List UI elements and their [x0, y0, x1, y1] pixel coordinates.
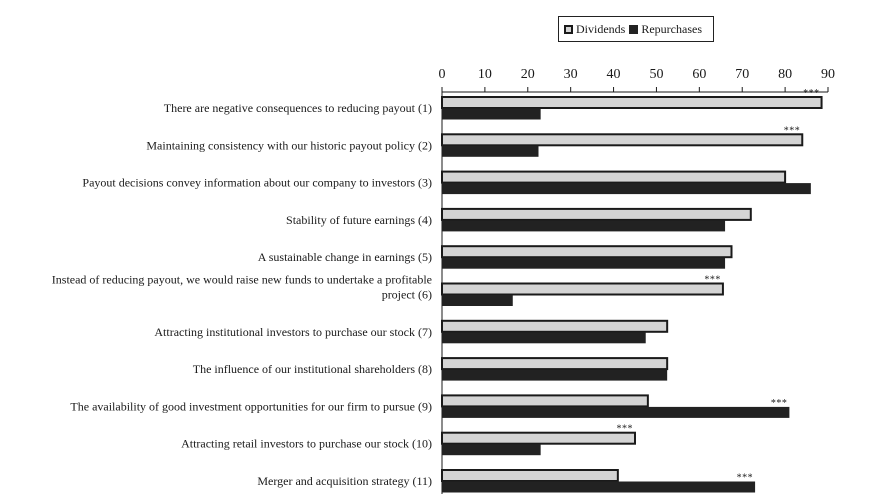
- bar-repurchases: [442, 220, 726, 232]
- category-label: Merger and acquisition strategy (11): [257, 474, 432, 488]
- bar-dividends: [441, 170, 787, 184]
- bar-repurchases: [442, 332, 646, 344]
- x-tick-label: 90: [821, 67, 835, 82]
- bar-dividends: [441, 431, 636, 445]
- bar-repurchases: [442, 145, 539, 157]
- bar-repurchases: [442, 406, 790, 418]
- bar-dividends: [441, 133, 804, 147]
- bar-dividends: [441, 207, 752, 221]
- category-label: project (6): [382, 288, 432, 302]
- significance-marker: ***: [771, 398, 788, 409]
- category-label: The influence of our institutional share…: [193, 362, 432, 376]
- x-tick-label: 30: [564, 67, 578, 82]
- legend-swatch-repurchases: [629, 24, 639, 34]
- bar-repurchases: [442, 257, 726, 269]
- legend-swatch-dividends: [564, 24, 573, 34]
- legend-item-dividends: Dividends: [564, 22, 625, 37]
- x-tick-label: 10: [478, 67, 492, 82]
- bars: *** *** *** *** *** ***: [441, 88, 823, 493]
- legend-item-repurchases: Repurchases: [629, 22, 702, 37]
- bar-repurchases: [442, 369, 668, 381]
- bar-repurchases: [442, 444, 541, 456]
- x-tick-label: 70: [735, 67, 749, 82]
- legend-label-repurchases: Repurchases: [641, 21, 702, 36]
- x-tick-label: 50: [649, 67, 663, 82]
- legend: Dividends Repurchases: [558, 16, 714, 42]
- category-label: Stability of future earnings (4): [286, 213, 432, 227]
- significance-marker: ***: [784, 125, 801, 136]
- category-label: Attracting retail investors to purchase …: [181, 437, 432, 451]
- x-tick-label: 40: [607, 67, 621, 82]
- category-label: A sustainable change in earnings (5): [258, 250, 432, 264]
- bar-repurchases: [442, 183, 811, 195]
- x-tick-label: 60: [692, 67, 706, 82]
- legend-label-dividends: Dividends: [576, 21, 626, 36]
- x-tick-label: 0: [439, 67, 446, 82]
- category-labels: There are negative consequences to reduc…: [52, 101, 432, 488]
- category-label: Attracting institutional investors to pu…: [154, 325, 432, 339]
- bar-dividends: [441, 319, 669, 333]
- significance-marker: ***: [704, 275, 721, 286]
- significance-marker: ***: [617, 424, 634, 435]
- bar-dividends: [441, 96, 823, 109]
- bar-dividends: [441, 357, 669, 371]
- category-label: Maintaining consistency with our histori…: [146, 138, 432, 152]
- x-tick-label: 80: [778, 67, 792, 82]
- bar-dividends: [441, 469, 619, 482]
- bar-repurchases: [442, 295, 513, 306]
- category-label: There are negative consequences to reduc…: [164, 101, 432, 115]
- category-label: The availability of good investment oppo…: [70, 399, 432, 413]
- bar-dividends: [441, 245, 733, 259]
- x-axis: 0 10 20 30 40 50 60 70 80 90: [439, 67, 835, 494]
- significance-marker: ***: [803, 88, 820, 99]
- significance-marker: ***: [737, 473, 754, 484]
- category-label: Instead of reducing payout, we would rai…: [52, 273, 432, 287]
- x-tick-label: 20: [521, 67, 535, 82]
- bar-repurchases: [442, 108, 541, 120]
- bar-repurchases: [442, 481, 756, 493]
- category-label: Payout decisions convey information abou…: [82, 176, 432, 190]
- bar-dividends: [441, 282, 724, 296]
- bar-dividends: [441, 394, 649, 408]
